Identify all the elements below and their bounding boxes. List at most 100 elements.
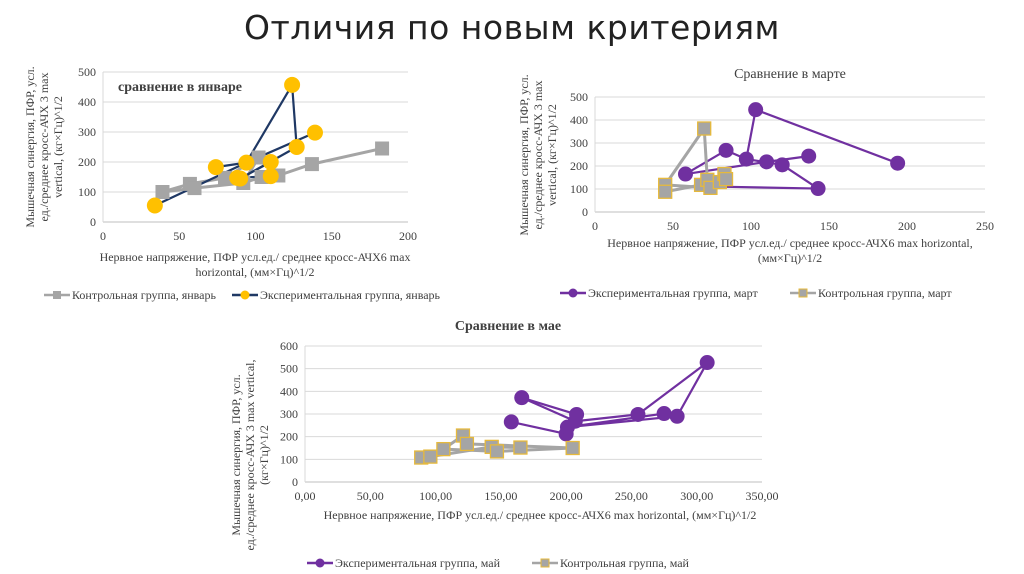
data-point bbox=[187, 181, 202, 196]
data-point bbox=[738, 151, 754, 167]
x-tick-label: 250,00 bbox=[615, 489, 648, 503]
x-axis-label: horizontal, (мм×Гц)^1/2 bbox=[196, 265, 315, 279]
legend-marker bbox=[798, 288, 808, 298]
data-point bbox=[677, 166, 693, 182]
x-tick-label: 150,00 bbox=[484, 489, 517, 503]
data-point bbox=[232, 170, 249, 187]
y-tick-label: 0 bbox=[582, 205, 588, 219]
x-axis-label: (мм×Гц)^1/2 bbox=[758, 251, 822, 265]
data-point bbox=[565, 440, 580, 456]
y-axis-label: Мышечная синергия, ПФР, усл. bbox=[23, 66, 37, 227]
y-tick-label: 500 bbox=[78, 65, 96, 79]
data-point bbox=[262, 154, 279, 170]
x-tick-label: 250 bbox=[976, 219, 994, 233]
x-tick-label: 50 bbox=[173, 229, 185, 243]
y-axis-label: ед./среднее кросс-АЧХ 3 max bbox=[37, 72, 51, 221]
x-tick-label: 100 bbox=[742, 219, 760, 233]
legend-label: Экспериментальная группа, май bbox=[335, 556, 501, 570]
y-axis-label: (кг×Гц)^1/2 bbox=[257, 425, 271, 485]
x-tick-label: 50,00 bbox=[357, 489, 384, 503]
legend-marker bbox=[568, 288, 578, 298]
y-tick-label: 300 bbox=[78, 125, 96, 139]
data-point bbox=[718, 142, 734, 158]
x-tick-label: 200,00 bbox=[550, 489, 583, 503]
legend-label: Контрольная группа, январь bbox=[72, 288, 216, 302]
y-tick-label: 200 bbox=[570, 159, 588, 173]
series-line bbox=[511, 420, 567, 436]
data-point bbox=[218, 170, 232, 185]
x-tick-label: 50 bbox=[667, 219, 679, 233]
x-tick-label: 100 bbox=[247, 229, 265, 243]
legend-label: Контрольная группа, май bbox=[560, 556, 690, 570]
data-point bbox=[284, 76, 301, 93]
data-point bbox=[656, 406, 672, 422]
x-tick-label: 350,00 bbox=[746, 489, 779, 503]
x-tick-label: 100,00 bbox=[419, 489, 452, 503]
data-point bbox=[669, 408, 685, 424]
x-axis-label: Нервное напряжение, ПФР усл.ед./ среднее… bbox=[100, 250, 411, 264]
series-line bbox=[684, 108, 899, 175]
x-tick-label: 150 bbox=[323, 229, 341, 243]
x-tick-label: 300,00 bbox=[680, 489, 713, 503]
data-point bbox=[436, 441, 451, 457]
y-axis-label: ед./среднее кросс-АЧХ 3 max vertical, bbox=[243, 359, 257, 550]
data-point bbox=[748, 102, 764, 118]
data-point bbox=[207, 159, 224, 176]
legend-label: Экспериментальная группа, январь bbox=[260, 288, 441, 302]
data-point bbox=[155, 185, 170, 199]
y-tick-label: 200 bbox=[280, 430, 298, 444]
y-tick-label: 500 bbox=[570, 90, 588, 104]
data-point bbox=[304, 157, 319, 172]
chart-january: 0 100 200 300 400 500 0 50 100 150 200 сравнение в … bbox=[23, 65, 441, 302]
data-point bbox=[774, 157, 790, 173]
data-point bbox=[489, 444, 505, 459]
x-tick-label: 200 bbox=[399, 229, 417, 243]
y-tick-label: 400 bbox=[78, 95, 96, 109]
legend-marker bbox=[315, 558, 325, 568]
y-axis-label: vertical, (кг×Гц)^1/2 bbox=[545, 104, 559, 206]
legend-marker bbox=[540, 558, 550, 568]
x-axis-label: Нервное напряжение, ПФР усл.ед./ среднее… bbox=[324, 508, 757, 522]
data-point bbox=[514, 390, 530, 406]
data-point bbox=[262, 168, 279, 185]
y-tick-label: 0 bbox=[90, 215, 96, 229]
data-point bbox=[503, 414, 519, 430]
data-point bbox=[801, 148, 817, 164]
data-point bbox=[810, 181, 826, 197]
legend-label: Экспериментальная группа, март bbox=[588, 286, 758, 300]
y-tick-label: 100 bbox=[78, 185, 96, 199]
data-point bbox=[423, 449, 438, 464]
legend-marker bbox=[53, 291, 61, 299]
y-tick-label: 100 bbox=[570, 182, 588, 196]
series-line bbox=[521, 396, 576, 423]
y-tick-label: 300 bbox=[570, 136, 588, 150]
x-tick-label: 200 bbox=[898, 219, 916, 233]
data-point bbox=[288, 139, 305, 155]
chart-title: Сравнение в мае bbox=[455, 319, 561, 334]
chart-march: 0 100 200 300 400 500 0 50 100 150 200 250 Сравнение… bbox=[517, 67, 994, 300]
y-axis-label: Мышечная синергия, ПФР, усл. bbox=[229, 374, 243, 535]
data-point bbox=[375, 141, 390, 156]
y-tick-label: 500 bbox=[280, 362, 298, 376]
x-tick-label: 0 bbox=[100, 229, 106, 243]
data-point bbox=[658, 184, 673, 199]
data-point bbox=[306, 124, 323, 141]
data-point bbox=[890, 155, 906, 171]
data-point bbox=[251, 150, 266, 165]
data-point bbox=[718, 171, 734, 187]
data-point bbox=[569, 406, 585, 422]
y-tick-label: 0 bbox=[292, 475, 298, 489]
y-axis-label: vertical, (кг×Гц)^1/2 bbox=[51, 96, 65, 198]
x-tick-label: 0 bbox=[592, 219, 598, 233]
y-tick-label: 400 bbox=[570, 113, 588, 127]
data-point bbox=[459, 436, 475, 452]
legend-marker bbox=[240, 290, 250, 300]
y-tick-label: 200 bbox=[78, 155, 96, 169]
y-tick-label: 400 bbox=[280, 384, 298, 398]
y-tick-label: 100 bbox=[280, 452, 298, 466]
y-tick-label: 300 bbox=[280, 407, 298, 421]
x-axis-label: Нервное напряжение, ПФР усл.ед./ среднее… bbox=[607, 236, 973, 250]
x-tick-label: 150 bbox=[820, 219, 838, 233]
data-point bbox=[238, 154, 255, 171]
y-axis-label: ед./среднее кросс-АЧХ 3 max bbox=[531, 80, 545, 229]
